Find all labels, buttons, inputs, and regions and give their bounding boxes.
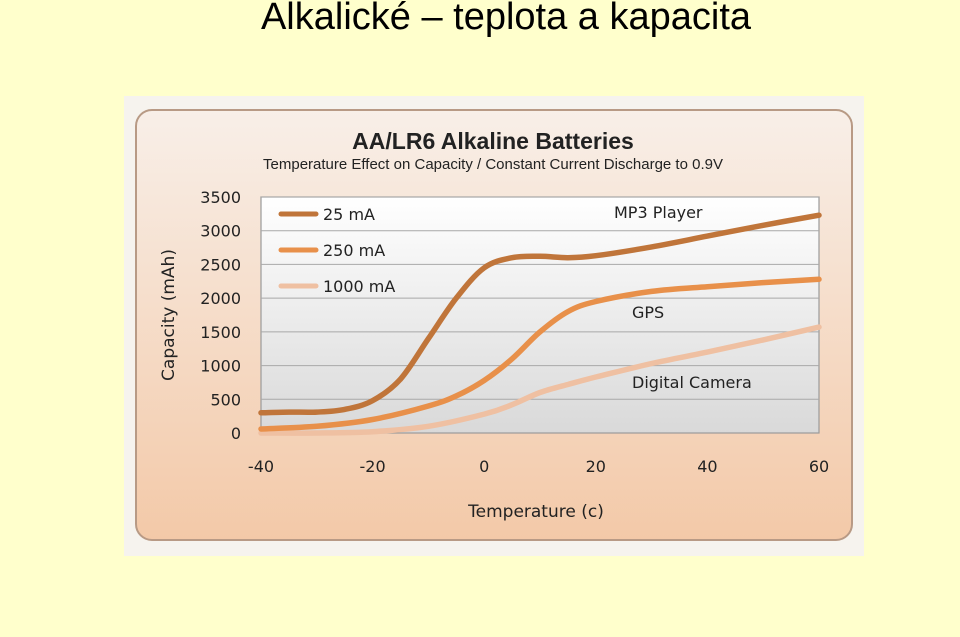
y-tick-label: 0: [231, 424, 241, 443]
legend-label: 250 mA: [323, 241, 385, 260]
x-tick-label: 20: [586, 457, 606, 476]
x-tick-label: 0: [479, 457, 489, 476]
y-axis-label: Capacity (mAh): [159, 249, 179, 381]
chart-frame: AA/LR6 Alkaline Batteries Temperature Ef…: [124, 96, 864, 556]
x-tick-label: 40: [697, 457, 717, 476]
x-tick-label: -20: [360, 457, 386, 476]
legend-label: 1000 mA: [323, 277, 395, 296]
x-axis-label: Temperature (c): [467, 502, 604, 522]
annotation-label: GPS: [632, 303, 664, 322]
legend-label: 25 mA: [323, 205, 375, 224]
series-line-1000ma: [258, 324, 822, 436]
y-tick-label: 500: [210, 390, 241, 409]
annotation-label: Digital Camera: [632, 373, 752, 392]
y-tick-labels: 0 500 1000 1500 2000 2500 3000 3500: [200, 188, 241, 443]
y-tick-label: 1000: [200, 357, 241, 376]
y-tick-label: 3500: [200, 188, 241, 207]
series-line-25ma: [258, 212, 822, 416]
series-annotations: MP3 Player GPS Digital Camera: [614, 203, 752, 392]
legend: 25 mA 250 mA 1000 mA: [278, 205, 395, 296]
x-tick-label: -40: [248, 457, 274, 476]
capacity-chart: AA/LR6 Alkaline Batteries Temperature Ef…: [135, 109, 853, 541]
y-tick-label: 1500: [200, 323, 241, 342]
annotation-label: MP3 Player: [614, 203, 703, 222]
chart-subtitle: Temperature Effect on Capacity / Constan…: [263, 156, 723, 173]
slide-title: Alkalické – teplota a kapacita: [260, 0, 752, 38]
series-line-250ma: [258, 276, 822, 432]
series-lines: [258, 212, 822, 436]
chart-title: AA/LR6 Alkaline Batteries: [352, 128, 634, 154]
x-tick-label: 60: [809, 457, 829, 476]
y-tick-label: 2000: [200, 289, 241, 308]
x-tick-labels: -40 -20 0 20 40 60: [248, 457, 829, 476]
y-tick-label: 2500: [200, 255, 241, 274]
y-tick-label: 3000: [200, 222, 241, 241]
